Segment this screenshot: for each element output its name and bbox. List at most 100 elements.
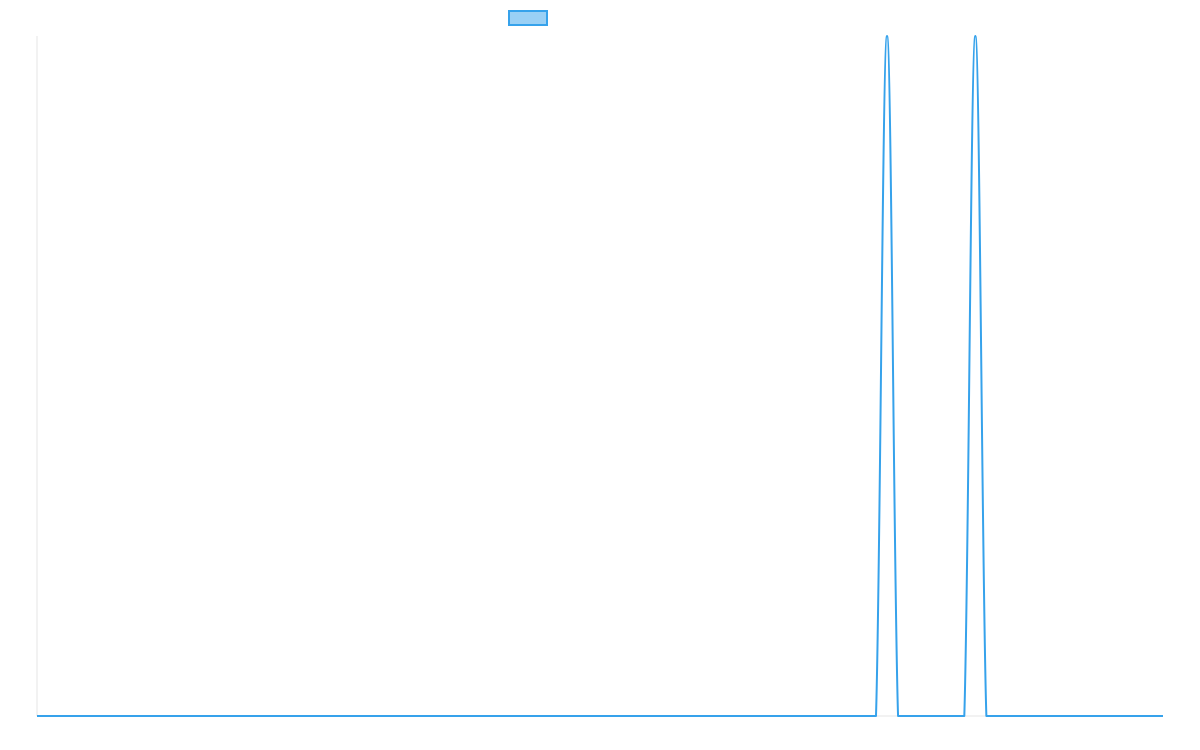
data-point[interactable] — [1050, 713, 1056, 719]
data-point[interactable] — [1116, 713, 1122, 719]
data-point[interactable] — [674, 713, 680, 719]
data-point[interactable] — [840, 713, 846, 719]
data-point[interactable] — [476, 713, 482, 719]
data-point[interactable] — [950, 713, 956, 719]
data-point[interactable] — [597, 713, 603, 719]
data-point[interactable] — [398, 713, 404, 719]
data-point[interactable] — [1105, 713, 1111, 719]
data-point[interactable] — [189, 713, 195, 719]
data-point[interactable] — [961, 713, 967, 719]
data-point[interactable] — [266, 713, 272, 719]
data-point[interactable] — [100, 713, 106, 719]
data-point[interactable] — [365, 713, 371, 719]
data-point[interactable] — [1138, 713, 1144, 719]
data-point[interactable] — [917, 713, 923, 719]
data-point[interactable] — [608, 713, 614, 719]
data-point[interactable] — [785, 713, 791, 719]
data-point[interactable] — [34, 713, 40, 719]
data-point[interactable] — [1005, 713, 1011, 719]
data-point[interactable] — [663, 713, 669, 719]
data-point[interactable] — [1160, 713, 1166, 719]
data-point[interactable] — [972, 33, 978, 39]
data-point[interactable] — [420, 713, 426, 719]
data-point[interactable] — [1094, 713, 1100, 719]
data-point[interactable] — [641, 713, 647, 719]
data-point[interactable] — [718, 713, 724, 719]
data-point[interactable] — [774, 713, 780, 719]
data-point[interactable] — [939, 713, 945, 719]
data-point[interactable] — [487, 713, 493, 719]
data-point[interactable] — [200, 713, 206, 719]
data-point[interactable] — [133, 713, 139, 719]
data-point[interactable] — [431, 713, 437, 719]
data-point[interactable] — [1016, 713, 1022, 719]
data-point[interactable] — [829, 713, 835, 719]
data-point[interactable] — [1127, 713, 1133, 719]
data-point[interactable] — [288, 713, 294, 719]
data-point[interactable] — [520, 713, 526, 719]
data-point[interactable] — [851, 713, 857, 719]
data-point[interactable] — [741, 713, 747, 719]
data-point[interactable] — [321, 713, 327, 719]
data-point[interactable] — [343, 713, 349, 719]
data-point[interactable] — [994, 713, 1000, 719]
series-line-0[interactable] — [37, 35, 1163, 717]
data-point[interactable] — [807, 713, 813, 719]
data-point[interactable] — [542, 713, 548, 719]
data-point[interactable] — [453, 713, 459, 719]
data-point[interactable] — [509, 713, 515, 719]
data-point[interactable] — [531, 713, 537, 719]
data-point[interactable] — [1083, 713, 1089, 719]
data-point[interactable] — [211, 713, 217, 719]
data-point[interactable] — [78, 713, 84, 719]
data-point[interactable] — [111, 713, 117, 719]
data-point[interactable] — [707, 713, 713, 719]
data-point[interactable] — [619, 713, 625, 719]
data-point[interactable] — [564, 713, 570, 719]
data-point[interactable] — [310, 713, 316, 719]
data-point[interactable] — [752, 713, 758, 719]
data-point[interactable] — [233, 713, 239, 719]
data-point[interactable] — [1061, 713, 1067, 719]
legend-swatch[interactable] — [508, 10, 548, 26]
data-point[interactable] — [763, 713, 769, 719]
data-point[interactable] — [553, 713, 559, 719]
data-point[interactable] — [729, 713, 735, 719]
data-point[interactable] — [818, 713, 824, 719]
data-point[interactable] — [1028, 713, 1034, 719]
data-point[interactable] — [1072, 713, 1078, 719]
data-point[interactable] — [277, 713, 283, 719]
data-point[interactable] — [498, 713, 504, 719]
data-point[interactable] — [1149, 713, 1155, 719]
data-point[interactable] — [895, 713, 901, 719]
data-point[interactable] — [983, 713, 989, 719]
data-point[interactable] — [376, 713, 382, 719]
data-point[interactable] — [387, 713, 393, 719]
data-point[interactable] — [884, 33, 890, 39]
data-point[interactable] — [222, 713, 228, 719]
data-point[interactable] — [586, 713, 592, 719]
data-point[interactable] — [652, 713, 658, 719]
data-point[interactable] — [332, 713, 338, 719]
data-point[interactable] — [1039, 713, 1045, 719]
data-point[interactable] — [166, 713, 172, 719]
data-point[interactable] — [630, 713, 636, 719]
data-point[interactable] — [45, 713, 51, 719]
data-point[interactable] — [67, 713, 73, 719]
data-point[interactable] — [178, 713, 184, 719]
data-point[interactable] — [575, 713, 581, 719]
data-point[interactable] — [796, 713, 802, 719]
data-point[interactable] — [244, 713, 250, 719]
data-point[interactable] — [144, 713, 150, 719]
data-point[interactable] — [155, 713, 161, 719]
data-point[interactable] — [906, 713, 912, 719]
data-point[interactable] — [928, 713, 934, 719]
data-point[interactable] — [873, 713, 879, 719]
data-point[interactable] — [409, 713, 415, 719]
data-point[interactable] — [465, 713, 471, 719]
data-point[interactable] — [685, 713, 691, 719]
data-point[interactable] — [696, 713, 702, 719]
data-point[interactable] — [299, 713, 305, 719]
data-point[interactable] — [122, 713, 128, 719]
data-point[interactable] — [56, 713, 62, 719]
